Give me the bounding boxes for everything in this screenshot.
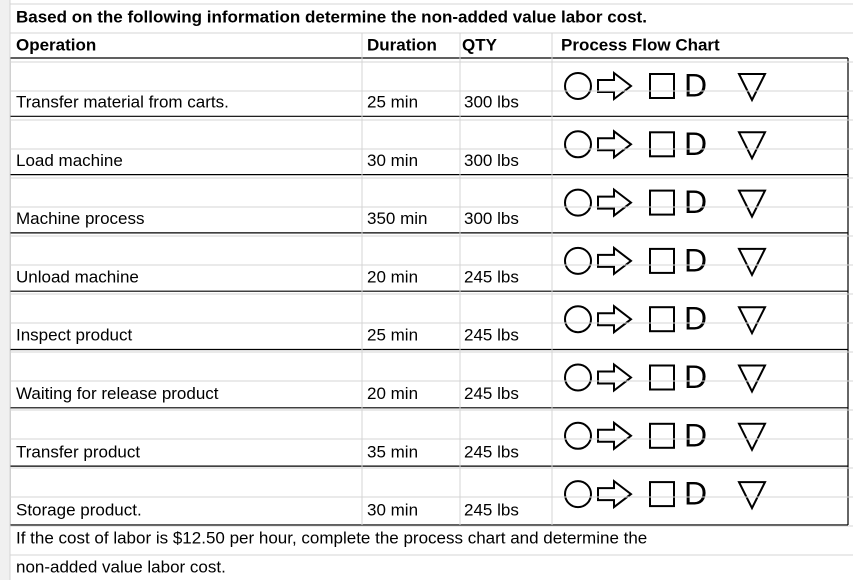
footer-text: If the cost of labor is $12.50 per hour,… <box>16 528 647 547</box>
transport-symbol <box>597 479 633 510</box>
quantity: 300 lbs <box>464 151 519 170</box>
delay-symbol: D <box>684 242 707 278</box>
duration: 30 min <box>367 501 418 520</box>
operation: Storage product. <box>16 501 142 520</box>
storage-symbol <box>737 73 767 103</box>
delay-symbol: D <box>684 476 707 512</box>
inspection-symbol <box>649 189 675 216</box>
storage-symbol <box>737 247 767 278</box>
transport-symbol <box>597 70 633 102</box>
operation-symbol <box>564 363 592 392</box>
quantity: 245 lbs <box>464 501 519 520</box>
quantity: 300 lbs <box>464 209 519 228</box>
title: Based on the following information deter… <box>16 7 647 26</box>
operation: Inspect product <box>16 326 133 345</box>
operation: Transfer material from carts. <box>16 92 229 111</box>
operation: Waiting for release product <box>16 384 219 403</box>
header: QTY <box>462 35 498 54</box>
storage-symbol <box>737 364 767 394</box>
operation-symbol <box>564 72 592 100</box>
transport-symbol <box>597 245 633 276</box>
transport-symbol <box>597 129 633 160</box>
storage-symbol <box>737 422 767 453</box>
transport-symbol <box>597 420 633 451</box>
operation: Load machine <box>16 151 123 170</box>
delay-symbol: D <box>684 184 707 220</box>
storage-symbol <box>737 306 767 336</box>
storage-symbol <box>737 131 767 161</box>
operation: Unload machine <box>16 267 139 286</box>
operation: Machine process <box>16 209 145 228</box>
quantity: 300 lbs <box>464 92 519 111</box>
storage-symbol <box>737 481 767 511</box>
inspection-symbol <box>649 481 675 508</box>
row-header-strip <box>0 0 10 580</box>
duration: 350 min <box>367 209 427 228</box>
duration: 20 min <box>367 384 418 403</box>
delay-symbol: D <box>684 359 707 395</box>
inspection-symbol <box>649 364 675 391</box>
delay-symbol: D <box>684 301 707 337</box>
duration: 35 min <box>367 442 418 461</box>
header: Process Flow Chart <box>561 35 720 54</box>
header: Duration <box>367 35 437 54</box>
storage-symbol <box>737 189 767 219</box>
quantity: 245 lbs <box>464 267 519 286</box>
quantity: 245 lbs <box>464 442 519 461</box>
inspection-symbol <box>649 306 675 333</box>
operation-symbol <box>564 246 592 275</box>
operation-symbol <box>564 188 592 217</box>
delay-symbol: D <box>684 126 707 162</box>
duration: 25 min <box>367 92 418 111</box>
delay-symbol: D <box>684 67 707 103</box>
inspection-symbol <box>649 73 675 99</box>
transport-symbol <box>597 187 633 218</box>
inspection-symbol <box>649 422 675 449</box>
inspection-symbol <box>649 131 675 158</box>
delay-symbol: D <box>684 417 707 453</box>
operation-symbol <box>564 130 592 159</box>
operation-symbol <box>564 305 592 334</box>
duration: 30 min <box>367 151 418 170</box>
duration: 25 min <box>367 326 418 345</box>
operation-symbol <box>564 480 592 509</box>
duration: 20 min <box>367 267 418 286</box>
quantity: 245 lbs <box>464 384 519 403</box>
quantity: 245 lbs <box>464 326 519 345</box>
operation-symbol <box>564 421 592 450</box>
operation: Transfer product <box>16 442 140 461</box>
transport-symbol <box>597 362 633 393</box>
inspection-symbol <box>649 247 675 274</box>
header: Operation <box>16 35 96 54</box>
footer-text: non-added value labor cost. <box>16 557 226 576</box>
transport-symbol <box>597 304 633 335</box>
